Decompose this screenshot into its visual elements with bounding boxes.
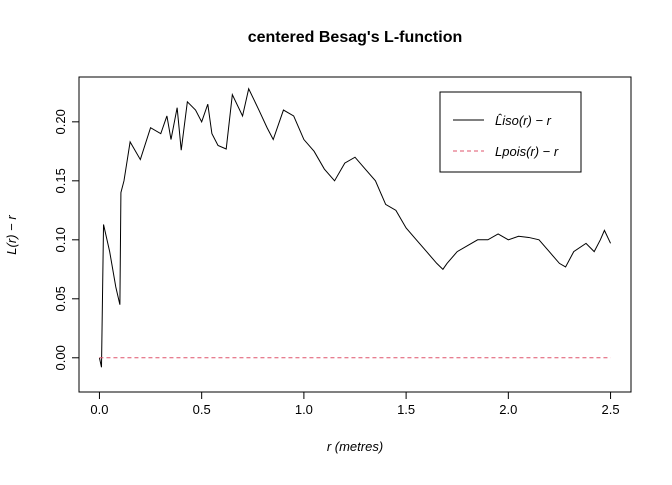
x-tick-label: 0.0: [90, 402, 108, 417]
legend-box: [439, 91, 582, 173]
legend-label: L̂iso(r) − r: [495, 113, 552, 128]
data-line: [98, 87, 612, 368]
chart-title: centered Besag's L-function: [248, 29, 463, 46]
plot-frame: [78, 76, 632, 393]
x-tick-label: 0.5: [193, 402, 211, 417]
x-tick-label: 1.5: [397, 402, 415, 417]
y-axis-label: L(r) − r: [4, 215, 19, 255]
legend-label: Lpois(r) − r: [495, 144, 559, 159]
x-tick-label: 1.0: [295, 402, 313, 417]
x-axis-label: r (metres): [327, 439, 383, 454]
y-tick-label: 0.10: [53, 227, 68, 252]
x-tick-label: 2.5: [602, 402, 620, 417]
y-tick-label: 0.05: [53, 286, 68, 311]
x-tick-label: 2.0: [499, 402, 517, 417]
y-tick-label: 0.15: [53, 168, 68, 193]
y-tick-label: 0.00: [53, 345, 68, 370]
y-tick-label: 0.20: [53, 109, 68, 134]
